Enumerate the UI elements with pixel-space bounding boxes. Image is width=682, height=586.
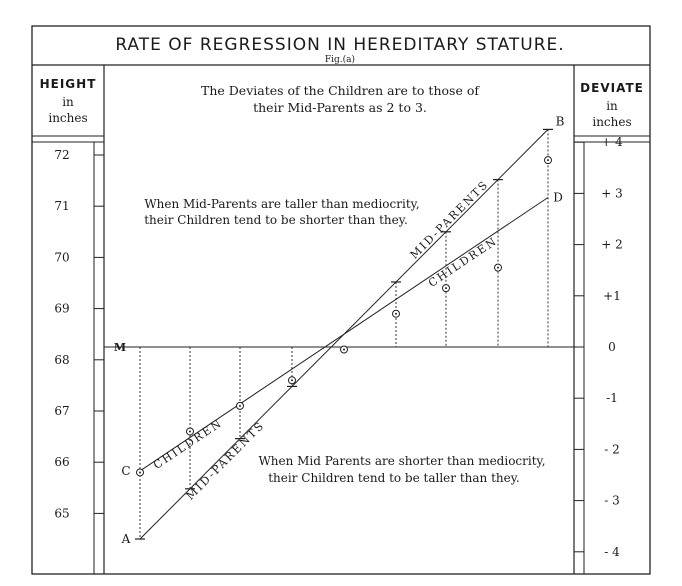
chart-title: RATE OF REGRESSION IN HEREDITARY STATURE… <box>115 35 564 55</box>
mediocrity-label: M <box>114 341 126 354</box>
right-tick-label: +1 <box>603 289 621 303</box>
right-tick-label: + 3 <box>601 186 623 200</box>
right-tick-label: + 2 <box>601 238 623 252</box>
label-A: A <box>121 532 131 546</box>
note-lower-line1: When Mid Parents are shorter than medioc… <box>258 454 545 468</box>
label-C: C <box>121 464 130 478</box>
left-tick-label: 69 <box>54 302 69 316</box>
label-B: B <box>556 114 565 128</box>
note-upper-line1: When Mid-Parents are taller than mediocr… <box>144 197 419 211</box>
child-point-center <box>445 287 447 290</box>
right-tick-label: 0 <box>608 340 616 354</box>
right-tick-label: + 4 <box>601 135 623 149</box>
left-tick-label: 71 <box>54 199 69 213</box>
left-tick-label: 65 <box>54 506 69 520</box>
left-axis-label-unit: inches <box>48 111 87 125</box>
right-axis-label: DEVIATE <box>580 81 644 95</box>
note-top-line1: The Deviates of the Children are to thos… <box>201 83 480 98</box>
left-tick-label: 70 <box>54 250 69 264</box>
child-point-center <box>239 404 241 407</box>
right-axis-label-in: in <box>606 99 618 113</box>
label-D: D <box>553 190 563 204</box>
left-tick-label: 68 <box>54 353 69 367</box>
child-point-center <box>497 266 499 269</box>
note-top-line2: their Mid-Parents as 2 to 3. <box>253 100 427 115</box>
note-upper-line2: their Children tend to be shorter than t… <box>144 213 408 227</box>
child-point-center <box>189 430 191 433</box>
left-axis-label-in: in <box>62 95 74 109</box>
left-tick-label: 72 <box>54 148 69 162</box>
right-tick-label: - 3 <box>604 494 620 508</box>
right-tick-label: - 4 <box>604 545 620 559</box>
right-axis-label-unit: inches <box>592 115 631 129</box>
chart-frame <box>31 25 651 575</box>
child-point-center <box>395 312 397 315</box>
child-point-center <box>291 379 293 382</box>
left-tick-label: 67 <box>54 404 69 418</box>
right-tick-label: - 2 <box>604 442 620 456</box>
children-line <box>139 197 549 472</box>
child-point-center <box>139 471 141 474</box>
right-tick-label: -1 <box>606 391 618 405</box>
left-axis-label: HEIGHT <box>40 77 97 91</box>
chart-subtitle: Fig.(a) <box>325 54 355 65</box>
note-lower-line2: their Children tend to be taller than th… <box>268 471 520 485</box>
child-point-center <box>547 159 549 162</box>
left-tick-label: 66 <box>54 455 69 469</box>
child-point-center <box>343 348 345 351</box>
